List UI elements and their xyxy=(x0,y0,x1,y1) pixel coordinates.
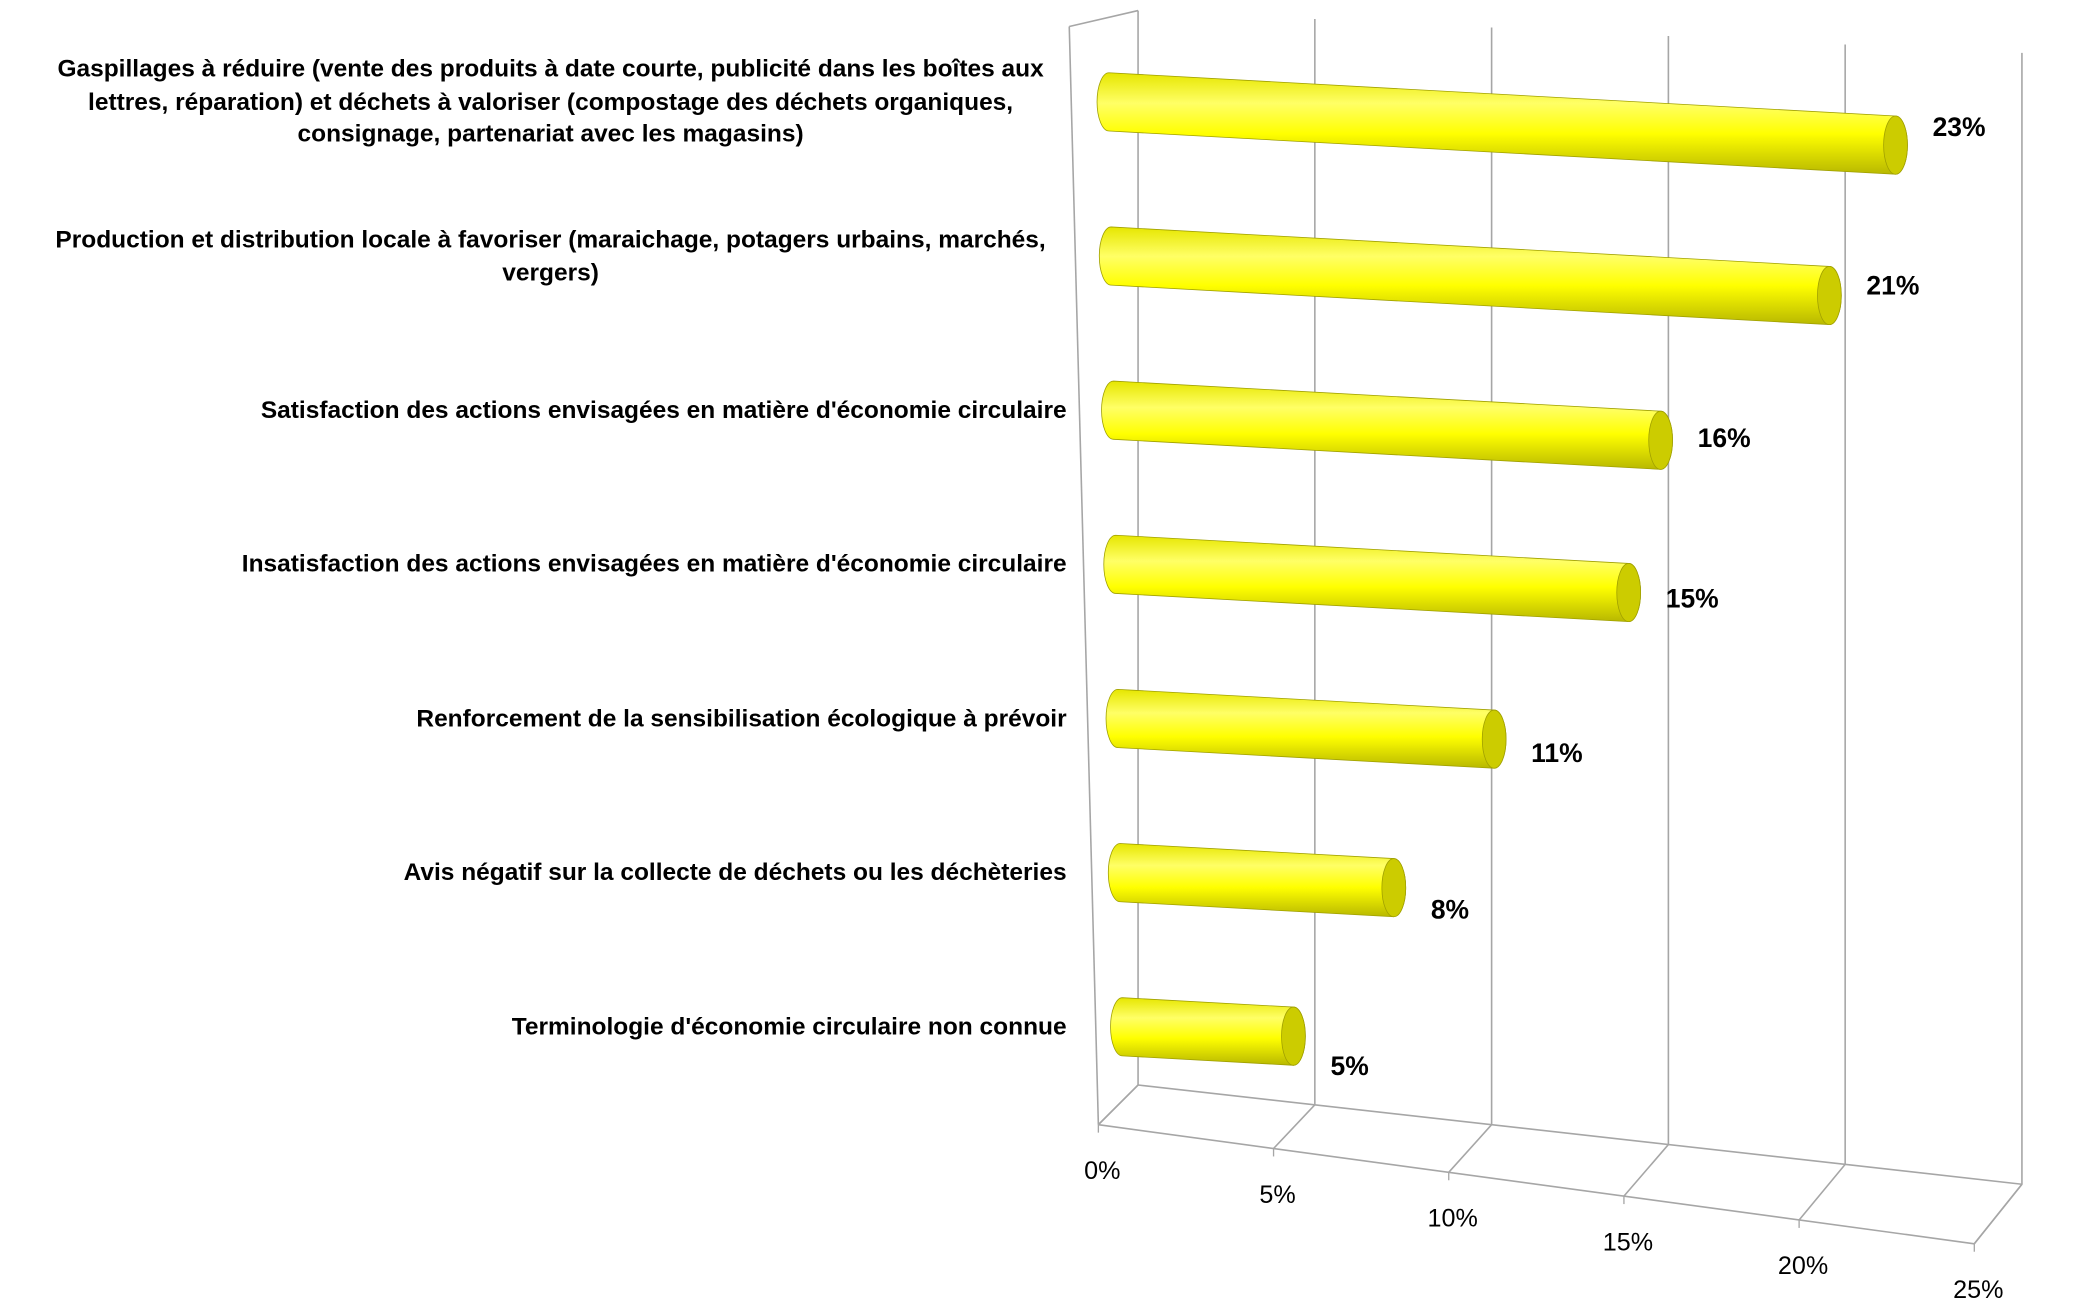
bar-cap xyxy=(1481,709,1507,769)
bar-cap xyxy=(1281,1006,1306,1066)
bar-body xyxy=(1110,997,1306,1066)
grid-line xyxy=(1623,35,1670,1197)
category-label-box: Terminologie d'économie circulaire non c… xyxy=(0,947,1067,1106)
category-label: Terminologie d'économie circulaire non c… xyxy=(511,1011,1067,1040)
bar xyxy=(1096,72,1908,175)
category-label-box: Avis négatif sur la collecte de déchets … xyxy=(0,793,1067,952)
category-label: Satisfaction des actions envisagées en m… xyxy=(260,394,1067,423)
category-label-box: Renforcement de la sensibilisation écolo… xyxy=(0,639,1066,798)
grid-line xyxy=(1448,27,1493,1173)
grid-line xyxy=(1272,19,1316,1150)
category-label-box: Satisfaction des actions envisagées en m… xyxy=(0,331,1067,490)
value-label: 8% xyxy=(1431,894,1469,924)
x-tick-label: 10% xyxy=(1428,1205,1478,1233)
category-label-wrap: Insatisfaction des actions envisagées en… xyxy=(0,485,1067,644)
x-tick-label: 5% xyxy=(1259,1181,1295,1209)
category-label-wrap: Production et distribution locale à favo… xyxy=(0,177,1066,336)
category-label: Insatisfaction des actions envisagées en… xyxy=(241,549,1067,577)
bar xyxy=(1110,997,1306,1066)
category-label: Avis négatif sur la collecte de déchets … xyxy=(403,857,1067,886)
value-label: 21% xyxy=(1866,271,1919,301)
grid-line xyxy=(1097,10,1139,1126)
bar-cap xyxy=(1381,858,1407,918)
bar-cap xyxy=(1616,563,1641,623)
bar xyxy=(1103,534,1641,623)
category-label-wrap: Satisfaction des actions envisagées en m… xyxy=(0,331,1067,490)
bar-body xyxy=(1096,72,1908,175)
bar xyxy=(1105,688,1507,769)
bar-body xyxy=(1103,534,1641,623)
x-tick-label: 15% xyxy=(1603,1228,1653,1256)
grid-line xyxy=(1798,44,1846,1221)
category-label: Renforcement de la sensibilisation écolo… xyxy=(416,703,1067,732)
value-label: 23% xyxy=(1933,112,1986,142)
value-label: 16% xyxy=(1698,423,1751,453)
bar-body xyxy=(1105,688,1507,769)
bar-cap xyxy=(1648,410,1673,470)
category-label-wrap: Terminologie d'économie circulaire non c… xyxy=(0,947,1067,1106)
category-label-wrap: Avis négatif sur la collecte de déchets … xyxy=(0,793,1067,952)
category-label-wrap: Renforcement de la sensibilisation écolo… xyxy=(0,639,1066,798)
x-tick-label: 25% xyxy=(1953,1276,2003,1302)
category-label: Production et distribution locale à favo… xyxy=(55,224,1046,286)
grid-line xyxy=(1973,52,2023,1245)
category-label-wrap: Gaspillages à réduire (vente des produit… xyxy=(0,22,1066,181)
x-tick-label: 0% xyxy=(1084,1157,1120,1185)
category-label-box: Production et distribution locale à favo… xyxy=(0,177,1066,336)
bar-body xyxy=(1098,226,1842,326)
bar xyxy=(1101,380,1673,470)
bar-cap xyxy=(1817,266,1842,326)
bar-body xyxy=(1107,843,1407,918)
bar-cap xyxy=(1883,115,1908,175)
value-label: 15% xyxy=(1666,583,1719,613)
category-label-box: Insatisfaction des actions envisagées en… xyxy=(0,485,1067,644)
value-label: 5% xyxy=(1330,1051,1368,1081)
bar-body xyxy=(1101,380,1673,470)
value-label: 11% xyxy=(1531,738,1583,768)
bar xyxy=(1107,843,1407,918)
category-label-box: Gaspillages à réduire (vente des produit… xyxy=(0,22,1066,181)
category-label: Gaspillages à réduire (vente des produit… xyxy=(57,53,1044,148)
x-tick-label: 20% xyxy=(1778,1252,1828,1280)
bar xyxy=(1098,226,1842,326)
